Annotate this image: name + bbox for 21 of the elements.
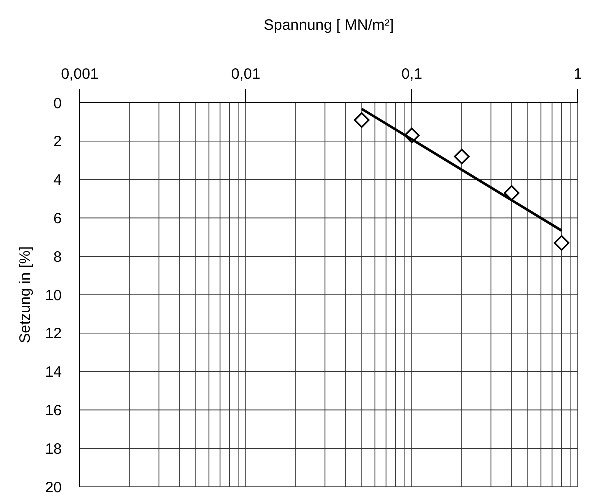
x-axis-title: Spannung [ MN/m²] bbox=[264, 17, 394, 34]
x-tick-label: 0,01 bbox=[231, 66, 261, 83]
y-tick-label: 6 bbox=[54, 210, 62, 228]
y-tick-label: 10 bbox=[45, 287, 62, 304]
point bbox=[504, 185, 520, 202]
y-tick-label: 20 bbox=[45, 479, 62, 496]
y-tick-label: 18 bbox=[45, 440, 62, 458]
y-tick-label: 0 bbox=[54, 95, 62, 112]
y-tick-label: 2 bbox=[54, 134, 62, 151]
y-tick-label: 14 bbox=[45, 364, 62, 382]
y-tick-label: 12 bbox=[45, 326, 62, 343]
point bbox=[354, 112, 370, 128]
point bbox=[454, 148, 470, 165]
y-tick-label: 8 bbox=[54, 248, 62, 266]
x-tick-label: 0,001 bbox=[61, 66, 99, 83]
y-tick-label: 4 bbox=[54, 172, 62, 190]
x-tick-label: 1 bbox=[574, 66, 582, 83]
y-axis-title: Setzung in [%] bbox=[17, 246, 34, 344]
x-tick-label: 0,1 bbox=[402, 66, 422, 83]
y-tick-label: 16 bbox=[45, 402, 62, 420]
point bbox=[554, 235, 570, 251]
